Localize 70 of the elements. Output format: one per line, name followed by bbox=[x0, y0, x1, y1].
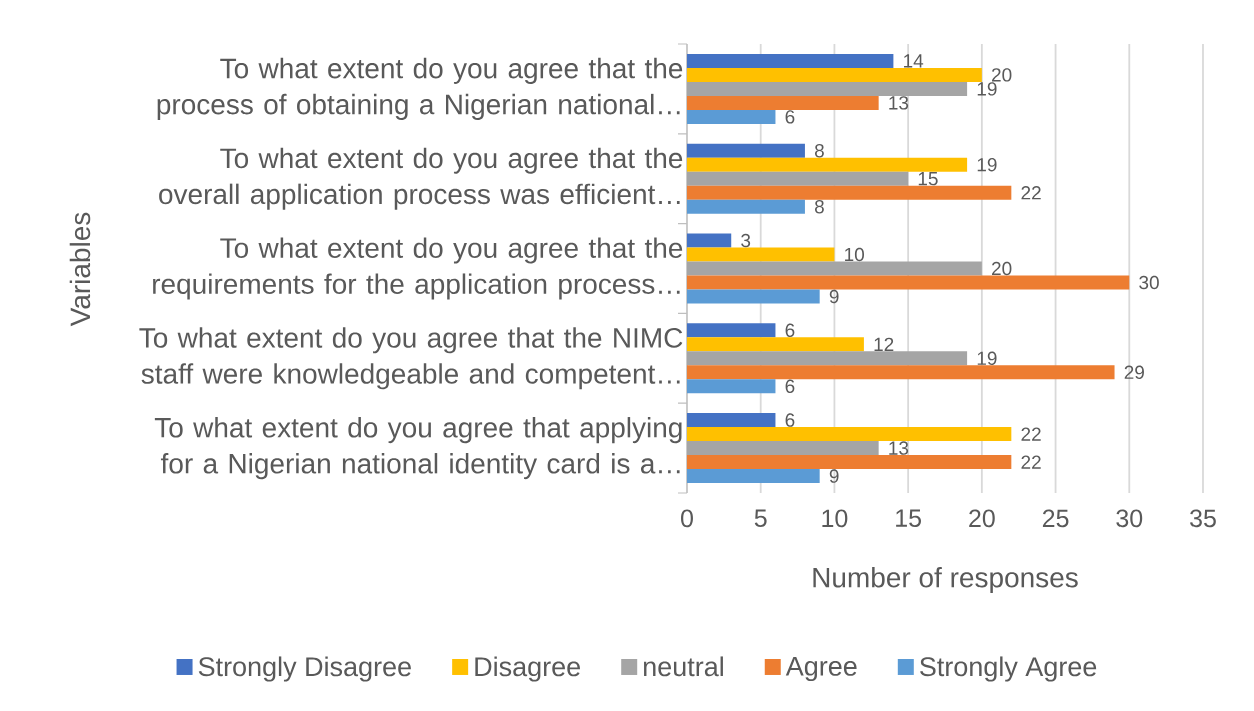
bar bbox=[687, 351, 968, 366]
bar bbox=[687, 323, 776, 338]
data-label: 13 bbox=[889, 441, 909, 455]
x-tick-label: 10 bbox=[822, 509, 848, 528]
data-label: 22 bbox=[1021, 427, 1041, 441]
x-tick-label: 15 bbox=[896, 509, 921, 527]
legend-label: Agree bbox=[785, 656, 857, 682]
bar bbox=[687, 199, 805, 214]
y-axis-title: Variables bbox=[69, 212, 91, 327]
legend-label: neutral bbox=[643, 656, 723, 677]
bar bbox=[687, 95, 879, 110]
data-label: 19 bbox=[977, 351, 997, 366]
data-label: 20 bbox=[992, 68, 1012, 82]
legend-label: Strongly Agree bbox=[920, 656, 1097, 682]
bar bbox=[687, 455, 1012, 470]
data-label: 8 bbox=[814, 199, 824, 214]
data-label: 30 bbox=[1139, 275, 1159, 290]
legend-label: Disagree bbox=[475, 656, 580, 682]
x-tick-label: 5 bbox=[754, 509, 767, 527]
data-label: 6 bbox=[785, 379, 795, 394]
data-label: 22 bbox=[1021, 455, 1041, 469]
data-label: 19 bbox=[977, 82, 997, 96]
data-label: 9 bbox=[829, 289, 839, 304]
y-tick-label: To what extent do you agree that the process of obtaining a Nigerian national… bbox=[157, 57, 683, 120]
data-label: 15 bbox=[918, 172, 938, 186]
bar bbox=[687, 233, 732, 248]
bar bbox=[687, 143, 805, 158]
y-tick-label: To what extent do you agree that the NIMC staff were knowledgeable and competent… bbox=[139, 327, 683, 390]
data-label: 3 bbox=[741, 233, 751, 248]
bar bbox=[687, 171, 909, 186]
data-label: 10 bbox=[845, 247, 865, 262]
bar bbox=[687, 337, 864, 352]
bar bbox=[687, 365, 1115, 380]
data-label: 13 bbox=[889, 96, 909, 110]
bar bbox=[687, 289, 820, 304]
bar bbox=[687, 275, 1130, 290]
x-tick-label: 35 bbox=[1190, 509, 1216, 528]
bar bbox=[687, 261, 982, 276]
x-axis-title: Number of responses bbox=[813, 566, 1078, 594]
data-label: 14 bbox=[904, 54, 924, 68]
x-tick-label: 20 bbox=[969, 509, 995, 528]
data-label: 8 bbox=[814, 143, 824, 158]
bar bbox=[687, 379, 776, 394]
bar bbox=[687, 157, 968, 172]
x-tick-label: 25 bbox=[1042, 509, 1069, 528]
data-label: 12 bbox=[874, 337, 894, 351]
bar bbox=[687, 81, 968, 96]
bar bbox=[687, 185, 1012, 200]
data-label: 29 bbox=[1124, 365, 1144, 380]
x-tick-label: 30 bbox=[1116, 509, 1143, 528]
data-label: 20 bbox=[992, 261, 1012, 276]
y-tick-label: To what extent do you agree that the requirements for the application process… bbox=[153, 237, 683, 300]
bar bbox=[687, 247, 835, 262]
bar bbox=[687, 427, 1012, 442]
bar bbox=[687, 109, 776, 124]
data-label: 22 bbox=[1021, 186, 1041, 200]
data-label: 6 bbox=[785, 323, 795, 338]
data-label: 9 bbox=[829, 469, 839, 483]
data-label: 6 bbox=[785, 413, 795, 427]
bar bbox=[687, 67, 982, 82]
bar bbox=[687, 53, 894, 68]
data-label: 6 bbox=[785, 110, 795, 124]
bar bbox=[687, 441, 879, 456]
y-tick-label: To what extent do you agree that applying for a Nigerian national identity card is a… bbox=[154, 417, 682, 480]
bar bbox=[687, 413, 776, 428]
legend-label: Strongly Disagree bbox=[198, 656, 411, 682]
data-label: 19 bbox=[977, 157, 997, 172]
y-tick-label: To what extent do you agree that the overall application process was efficient… bbox=[159, 147, 683, 210]
x-tick-label: 0 bbox=[681, 509, 693, 528]
bar bbox=[687, 469, 820, 484]
